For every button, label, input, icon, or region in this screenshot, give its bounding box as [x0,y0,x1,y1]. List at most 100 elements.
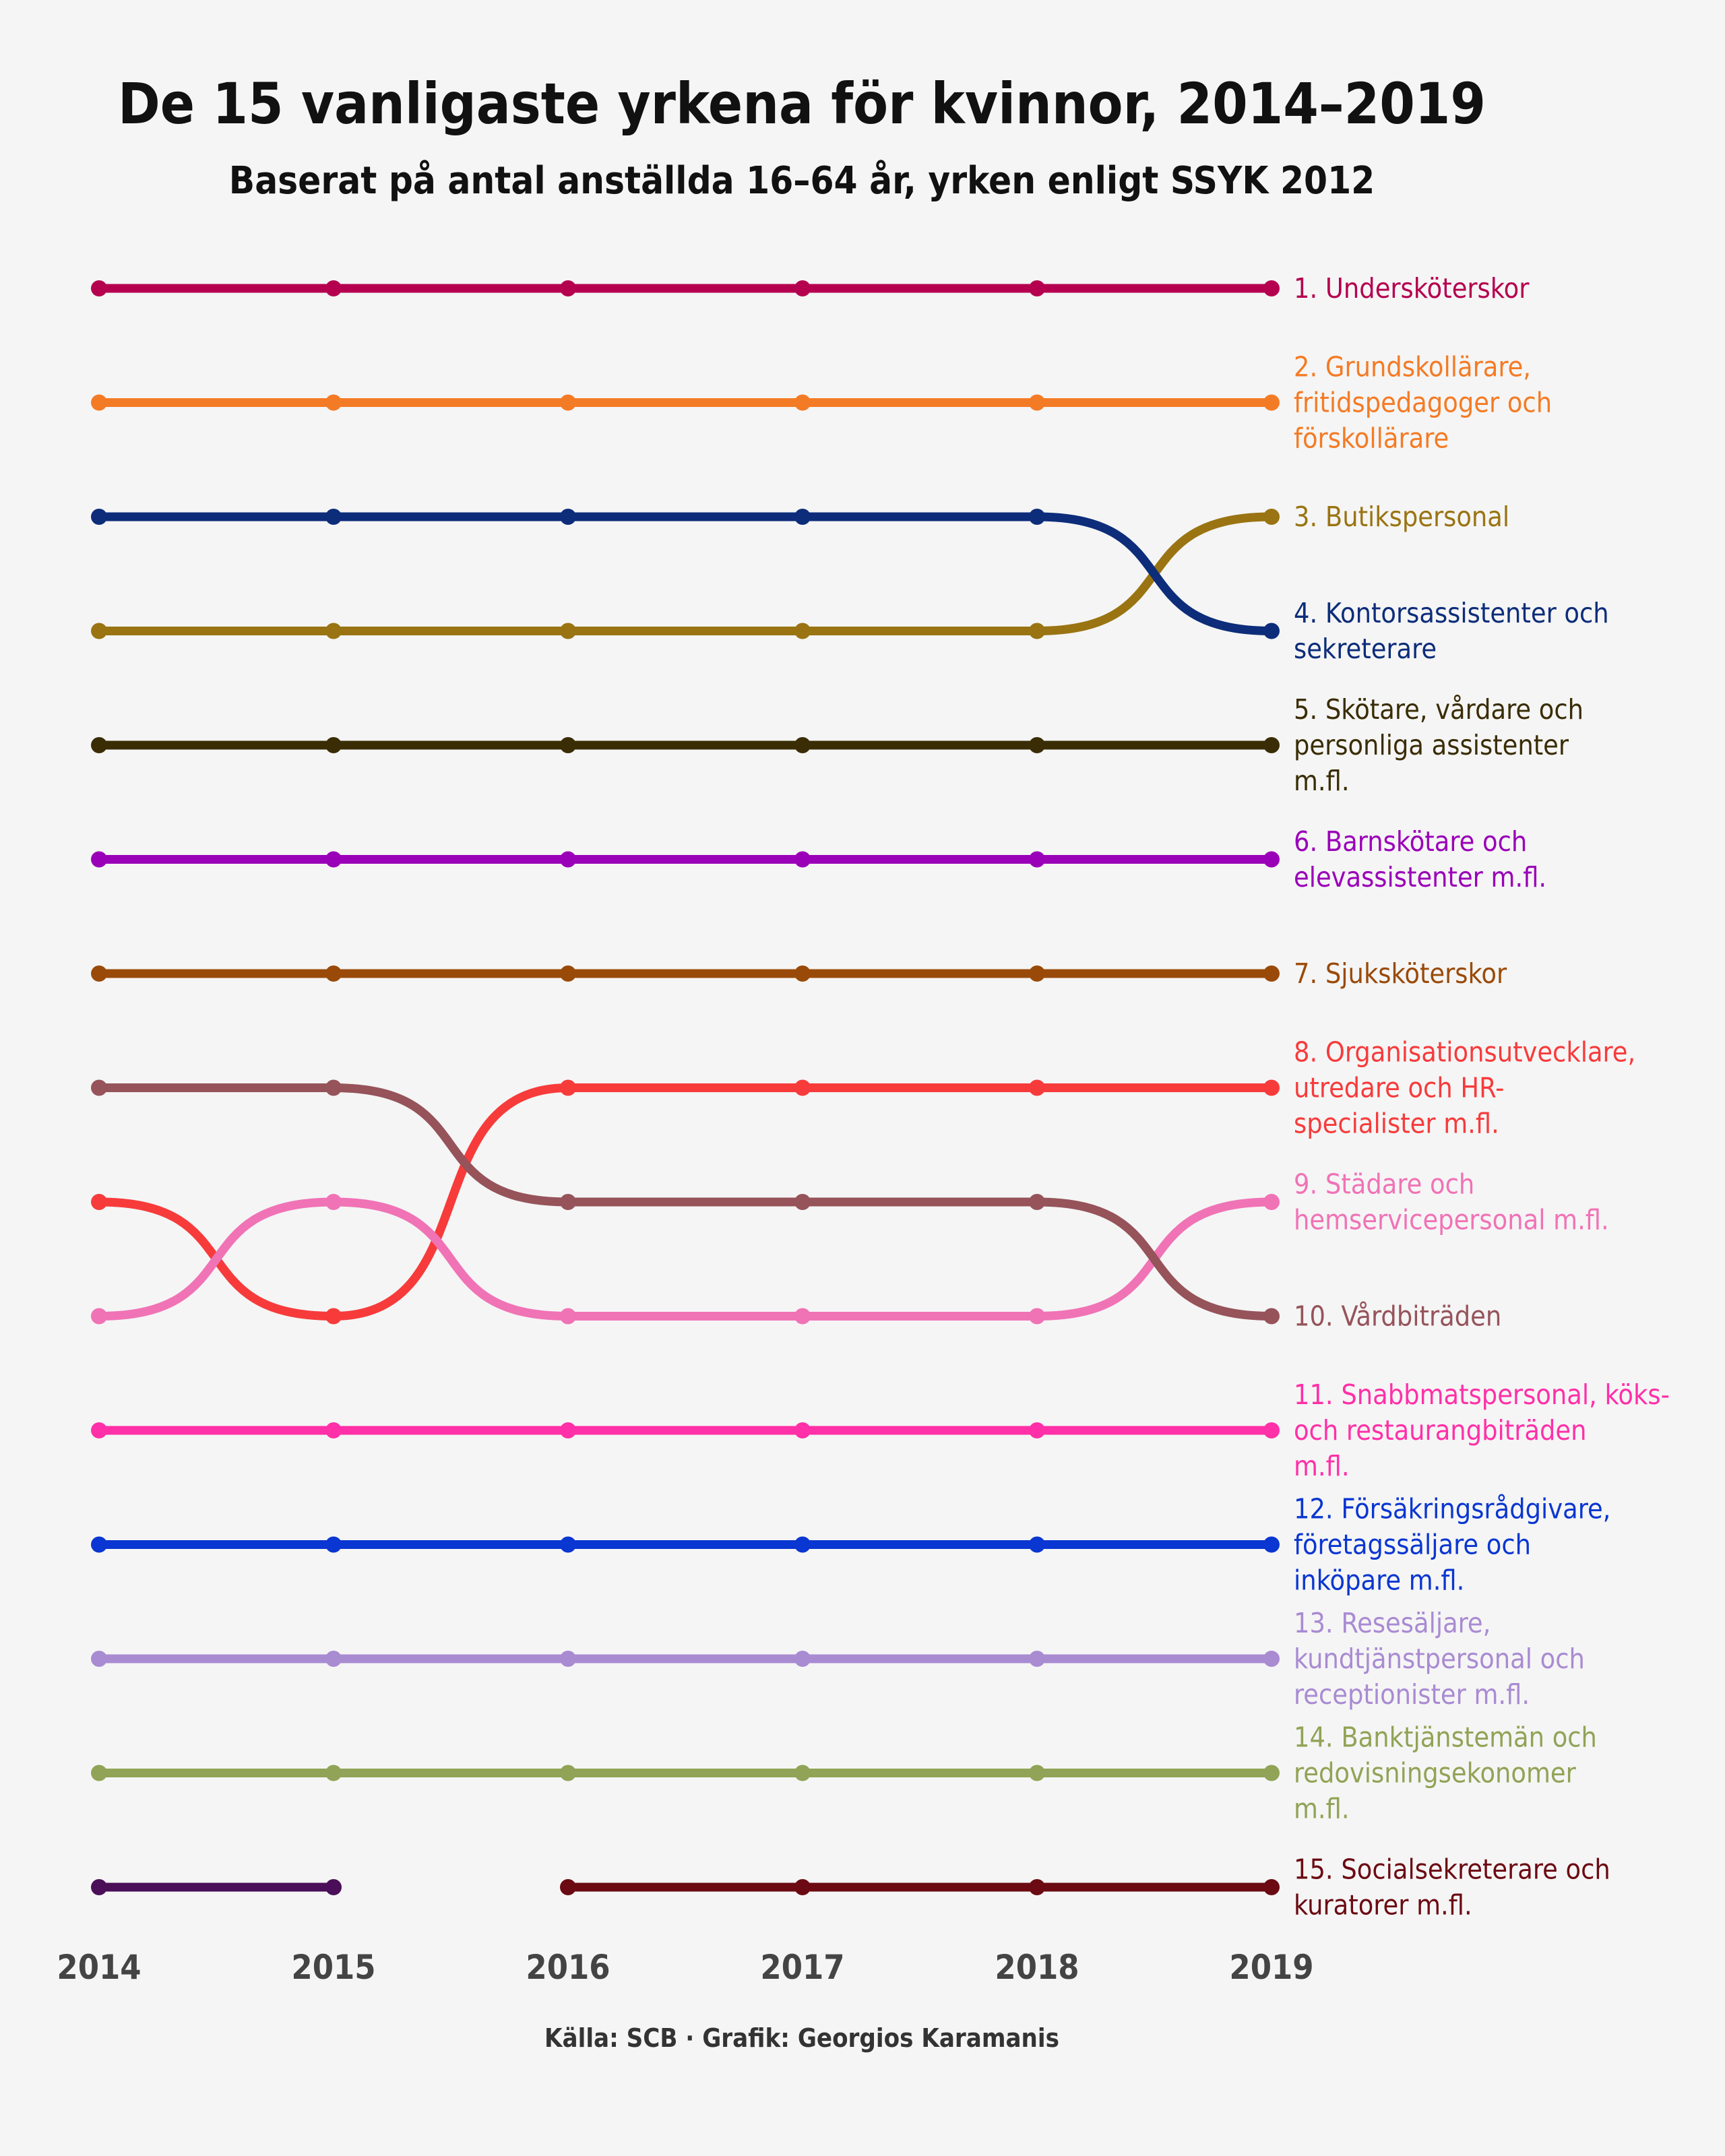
data-point-s12-2019 [1263,1536,1280,1553]
data-point-s1-2019 [1263,280,1280,296]
data-point-s1-2016 [560,280,576,296]
data-point-s7-2015 [325,965,342,982]
data-point-s12-2014 [91,1536,107,1553]
data-point-s16-2014 [91,1879,107,1895]
data-point-s9-2019 [1263,1194,1280,1210]
series-label-s12: 12. Försäkringsrådgivare, företagssäljare… [1294,1493,1610,1597]
data-point-s4-2016 [560,509,576,525]
data-point-s9-2016 [560,1308,576,1325]
data-point-s5-2014 [91,737,107,753]
data-point-s4-2015 [325,509,342,525]
series-line-s8-0 [94,1083,1276,1321]
data-point-s11-2014 [91,1422,107,1438]
data-point-s13-2014 [91,1651,107,1667]
data-point-s3-2018 [1029,623,1045,639]
series-label-s10: 10. Vårdbiträden [1294,1300,1501,1333]
data-point-s3-2019 [1263,509,1280,525]
series-label-s9: 9. Städare och hemservicepersonal m.fl. [1294,1168,1609,1236]
series-label-s6: 6. Barnskötare och elevassistenter m.fl. [1294,825,1546,893]
series-label-line: kundtjänstpersonal och [1294,1643,1585,1675]
data-point-s7-2018 [1029,965,1045,982]
series-label-line: sekreterare [1294,633,1437,665]
x-tick-label-2016: 2016 [526,1948,610,1987]
x-tick-label-2015: 2015 [291,1948,375,1987]
x-tick-label-2019: 2019 [1229,1948,1313,1987]
series-label-line: 6. Barnskötare och [1294,825,1527,858]
data-point-s13-2019 [1263,1651,1280,1667]
series-line-s3-0 [94,512,1276,636]
data-point-s1-2015 [325,280,342,296]
x-tick-label-2014: 2014 [57,1948,141,1987]
data-point-s4-2019 [1263,623,1280,639]
series-label-line: företagssäljare och [1294,1529,1531,1561]
data-point-s15-2017 [794,1879,811,1895]
series-label-line: hemservicepersonal m.fl. [1294,1204,1609,1236]
data-point-s14-2018 [1029,1765,1045,1781]
data-point-s4-2014 [91,509,107,525]
data-point-s1-2017 [794,280,811,296]
data-point-s9-2014 [91,1308,107,1325]
data-point-s8-2017 [794,1079,811,1096]
data-point-s9-2017 [794,1308,811,1325]
series-label-line: 7. Sjuksköterskor [1294,957,1507,990]
series-label-s4: 4. Kontorsassistenter och sekreterare [1294,597,1609,665]
series-label-s14: 14. Banktjänstemän och redovisningsekonom… [1294,1721,1597,1825]
series-label-line: 14. Banktjänstemän och [1294,1721,1597,1754]
data-point-s8-2018 [1029,1079,1045,1096]
series-label-line: specialister m.fl. [1294,1108,1499,1140]
data-point-s10-2015 [325,1079,342,1096]
series-label-line: 1. Undersköterskor [1294,272,1530,305]
data-point-s5-2019 [1263,737,1280,753]
data-point-s10-2017 [794,1194,811,1210]
data-point-s14-2016 [560,1765,576,1781]
data-point-s6-2016 [560,851,576,868]
data-point-s13-2018 [1029,1651,1045,1667]
data-point-s3-2016 [560,623,576,639]
series-label-line: 15. Socialsekreterare och [1294,1853,1610,1886]
data-point-s9-2015 [325,1194,342,1210]
series-label-line: utredare och HR- [1294,1072,1504,1104]
data-point-s14-2017 [794,1765,811,1781]
data-point-s8-2016 [560,1079,576,1096]
data-point-s11-2015 [325,1422,342,1438]
series-line-s4-0 [94,512,1276,635]
data-point-s3-2017 [794,623,811,639]
data-point-s14-2019 [1263,1765,1280,1781]
series-label-line: redovisningsekonomer [1294,1757,1577,1789]
series-line-s10-0 [94,1083,1276,1321]
data-point-s12-2015 [325,1536,342,1553]
chart-title: De 15 vanligaste yrkena för kvinnor, 201… [118,71,1486,137]
series-label-line: 8. Organisationsutvecklare, [1294,1036,1635,1069]
data-point-s15-2018 [1029,1879,1045,1895]
chart-caption: Källa: SCB · Grafik: Georgios Karamanis [544,2023,1059,2053]
x-tick-label-2018: 2018 [995,1948,1079,1987]
data-point-s6-2019 [1263,851,1280,868]
series-label-s2: 2. Grundskollärare, fritidspedagoger och f… [1294,351,1552,455]
data-point-s2-2017 [794,394,811,411]
data-point-s5-2017 [794,737,811,753]
series-label-s3: 3. Butikspersonal [1294,501,1509,533]
series-label-line: 12. Försäkringsrådgivare, [1294,1493,1610,1525]
series-label-line: 2. Grundskollärare, [1294,351,1531,383]
series-label-line: 13. Resesäljare, [1294,1607,1491,1639]
series-labels: 1. Undersköterskor 2. Grundskollärare, fri… [1294,272,1670,1922]
data-point-s3-2015 [325,623,342,639]
data-point-s8-2015 [325,1308,342,1325]
data-point-s6-2018 [1029,851,1045,868]
series-label-line: 4. Kontorsassistenter och [1294,597,1609,629]
series-label-line: inköpare m.fl. [1294,1564,1464,1597]
data-point-s8-2014 [91,1194,107,1210]
data-point-s16-2015 [325,1879,342,1895]
series-label-s5: 5. Skötare, vårdare och personliga assist… [1294,693,1583,797]
data-point-s13-2016 [560,1651,576,1667]
series-label-line: förskollärare [1294,422,1449,455]
data-point-s7-2014 [91,965,107,982]
data-point-s6-2014 [91,851,107,868]
series-label-line: m.fl. [1294,765,1350,797]
data-point-s12-2018 [1029,1536,1045,1553]
data-point-s13-2017 [794,1651,811,1667]
series-label-line: elevassistenter m.fl. [1294,861,1546,893]
data-point-s2-2019 [1263,394,1280,411]
series-label-s11: 11. Snabbmatspersonal, köks-och restaura… [1294,1378,1670,1482]
data-point-s11-2017 [794,1422,811,1438]
